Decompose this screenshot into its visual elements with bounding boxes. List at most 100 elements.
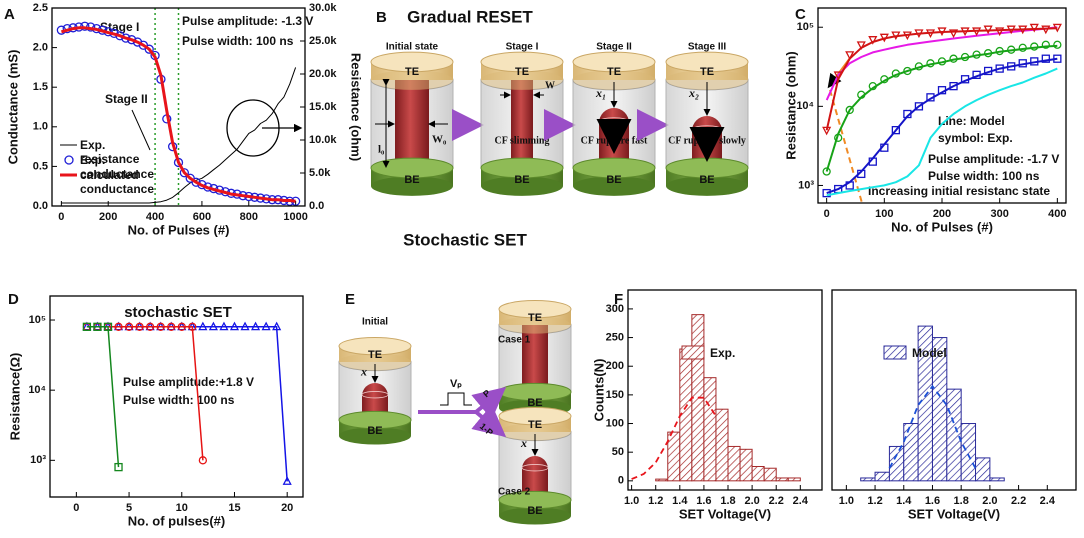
x-tick-label: 1.8 [954,495,969,507]
y2-tick-label: 15.0k [309,101,337,113]
marker [948,29,959,39]
top-electrode-bottom [666,70,748,90]
marker [240,321,250,331]
panel-label: B [376,9,387,26]
x-axis-label: SET Voltage(V) [679,506,771,521]
x-tick-label: 2.0 [982,495,997,507]
filament [511,80,533,168]
y-tick-label: 0.0 [33,200,48,212]
electrode-label: BE [527,397,542,409]
annotation: stochastic SET [124,304,232,321]
y2-tick-label: 5.0k [309,167,331,179]
marker [845,105,854,115]
marker [188,322,197,331]
electrode-label: TE [368,349,382,361]
marker [1041,40,1050,49]
marker [93,322,102,331]
y-tick-label: 10³ [30,454,46,466]
branch-label: P [481,388,492,400]
y-axis-label: Conductance (mS) [5,50,20,165]
dimension-label: x₂ [688,86,699,100]
top-electrode-bottom [481,70,563,90]
legend-label: Model [912,346,947,360]
marker [177,322,186,331]
marker [868,36,878,45]
marker [219,321,229,331]
electrode-label: BE [699,174,714,186]
marker [198,321,208,331]
series-line [61,26,296,203]
legend-swatch [681,345,705,360]
marker [822,188,831,198]
marker [198,456,208,465]
step-title: Initial [362,317,388,328]
pulse-shape [440,392,472,406]
x-tick-label: 2.4 [1040,495,1056,507]
y2-tick-label: 20.0k [309,68,337,80]
dimension-label: x [360,364,367,378]
series-line [825,27,1058,131]
y-tick-label: 50 [612,446,624,458]
y-tick-label: 200 [606,360,624,372]
histogram-bar [727,445,741,482]
histogram-bar [763,467,777,482]
electrode-label: TE [700,66,714,78]
bottom-electrode-bottom [499,507,571,525]
top-electrode-top [338,337,412,356]
y-tick-label: 250 [606,331,624,343]
annotation: Pulse width: 100 ns [123,393,235,407]
bottom-electrode-bottom [339,427,411,445]
marker [891,126,901,135]
marker [856,41,866,51]
top-electrode-top [572,51,656,73]
y2-tick-label: 0.0 [309,200,324,212]
legend-swatch [64,155,74,165]
histogram-bar [946,388,962,482]
legend-label: calculated conductance [80,168,155,196]
filament [522,456,548,500]
y-tick-label: 150 [606,389,624,401]
marker [995,27,1005,37]
legend-swatch [883,345,907,360]
x-tick-label: 15 [228,502,240,514]
y2-axis-label: Resistance (ohm) [349,53,364,161]
top-electrode-bottom [371,70,453,90]
bottom-electrode-top [480,157,564,179]
electrode-label: BE [606,174,621,186]
x-tick-label: 400 [1048,208,1066,220]
x-tick-label: 1000 [283,211,307,223]
legend-label: Exp. conductance [80,153,155,181]
annotation: Pulse amplitude:+1.8 V [123,375,254,389]
histogram-bar [975,457,991,482]
series-line [825,44,1058,172]
step-note: CF slimming [495,135,550,146]
marker [145,322,155,331]
electrode-label: BE [404,174,419,186]
x-tick-label: 1.6 [696,495,711,507]
histogram-bar [860,477,876,482]
x-axis-label: SET Voltage(V) [908,506,1000,521]
annotation: Pulse width: 100 ns [928,169,1040,183]
marker [261,321,271,331]
dimension-label: x [520,436,527,450]
annotation: Increasing initial resistanc state [868,184,1050,198]
y-tick-label: 1.0 [33,121,48,133]
x-tick-label: 400 [146,211,164,223]
histogram-bar [739,448,753,482]
y2-tick-label: 25.0k [309,35,337,47]
y-tick-label: 10⁵ [29,314,46,326]
annotation: Pulse amplitude: -1.3 V [182,14,313,28]
series-line [86,326,120,468]
x-tick-label: 600 [193,211,211,223]
panel-label: F [614,291,623,308]
annotation: Pulse amplitude: -1.7 V [928,152,1059,166]
x-tick-label: 1.0 [624,495,639,507]
electrode-label: BE [367,425,382,437]
series-line [826,57,1058,195]
top-electrode-bottom [339,353,411,371]
step-title: Case 1 [498,335,531,346]
dimension-label: W [545,80,555,91]
electrode-label: TE [528,419,542,431]
x-tick-label: 1.4 [672,495,688,507]
section-title: Stochastic SET [403,230,527,249]
